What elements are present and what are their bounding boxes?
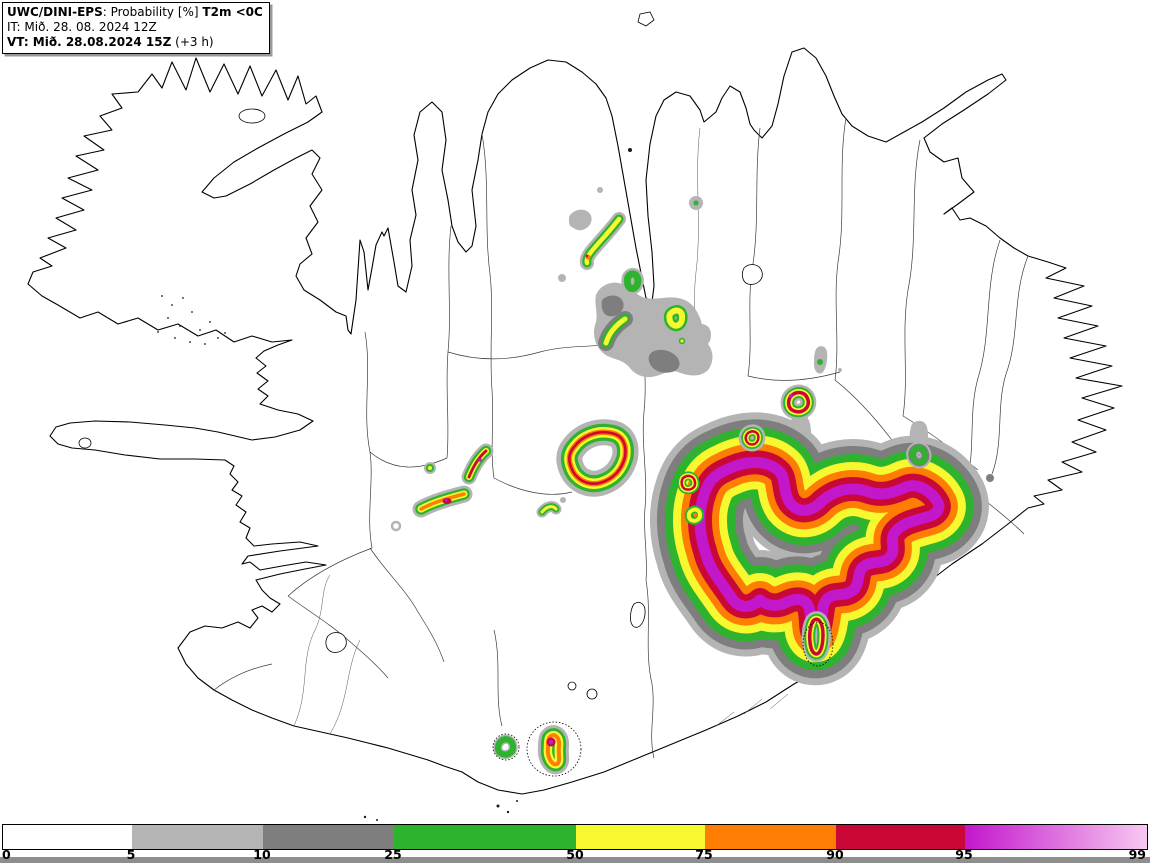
island-grimsey xyxy=(637,11,655,27)
legend-tick-90: 90 xyxy=(826,847,844,862)
model-name: UWC/DINI-EPS xyxy=(7,5,103,19)
lake-myvatn xyxy=(741,264,763,285)
prob-blob-langjokull-sw xyxy=(421,494,464,509)
prob-blob-satellite-ring xyxy=(789,393,809,412)
legend-colorbar xyxy=(2,824,1148,850)
glacier-drangajokull xyxy=(238,108,266,124)
valid-time: VT: Mið. 28.08.2024 15Z xyxy=(7,35,172,49)
legend-segment-5 xyxy=(132,825,263,849)
legend-tick-75: 75 xyxy=(695,847,713,862)
prob-blob-myrdalsjokull xyxy=(547,735,560,764)
gray-probability-patches xyxy=(390,187,994,595)
prob-blob-kerlingarfjoll xyxy=(542,507,556,512)
prob-blob-north-mid xyxy=(627,274,638,289)
legend-segment-0 xyxy=(3,825,132,849)
bottom-gray-strip xyxy=(0,857,1150,863)
prob-blob-langjokull-ne xyxy=(469,451,486,477)
prob-blob-satellite-nw xyxy=(746,431,759,444)
iceland-probability-map xyxy=(27,11,1123,821)
prob-blob-north-hook xyxy=(586,219,620,263)
init-time: IT: Mið. 28. 08. 2024 12Z xyxy=(7,20,157,34)
legend-tick-0: 0 xyxy=(2,847,11,862)
valid-time-line: VT: Mið. 28.08.2024 15Z (+3 h) xyxy=(7,35,263,50)
prob-blob-satellite-west-small xyxy=(689,510,700,521)
legend-segment-90 xyxy=(836,825,965,849)
glacier-snaefellsjokull xyxy=(78,437,92,449)
prob-blob-north-orange-core xyxy=(669,311,687,346)
legend-tick-10: 10 xyxy=(253,847,271,862)
legend-segment-10 xyxy=(263,825,394,849)
title-box: UWC/DINI-EPS: Probability [%] T2m <0C IT… xyxy=(2,2,270,54)
gray-donut-speck xyxy=(390,520,402,532)
legend-tick-25: 25 xyxy=(384,847,402,862)
glacier-outlines xyxy=(492,621,834,777)
valid-offset: (+3 h) xyxy=(171,35,214,49)
legend-tick-50: 50 xyxy=(566,847,584,862)
product-name: Probability [%] xyxy=(110,5,203,19)
legend-tick-5: 5 xyxy=(126,847,136,862)
legend-tick-95: 95 xyxy=(955,847,973,862)
legend-segment-75 xyxy=(705,825,836,849)
lakes-and-islands xyxy=(78,11,763,821)
lake-thingvallavatn xyxy=(325,632,347,653)
lake-thorisvatn xyxy=(630,602,646,628)
legend-segment-25 xyxy=(394,825,576,849)
parameter-name: T2m <0C xyxy=(202,5,263,19)
legend-segment-95 xyxy=(965,825,1147,849)
title-line-1: UWC/DINI-EPS: Probability [%] T2m <0C xyxy=(7,5,263,19)
legend-tick-99: 99 xyxy=(1128,847,1146,862)
legend-tick-labels: 0 5 10 25 50 75 90 95 99 xyxy=(2,847,1148,862)
legend-segment-50 xyxy=(576,825,705,849)
prob-speck-west xyxy=(424,462,436,474)
